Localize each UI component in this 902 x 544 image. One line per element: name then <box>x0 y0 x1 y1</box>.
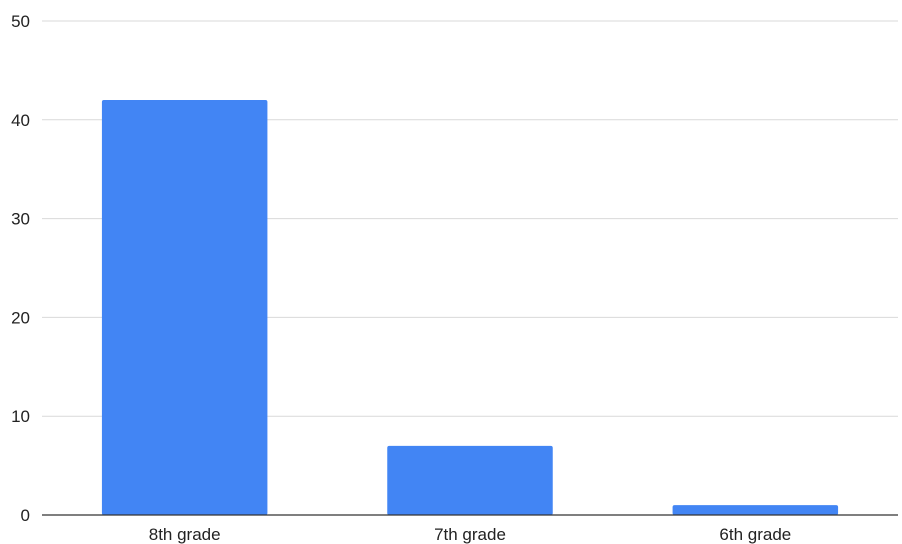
y-tick-label: 50 <box>11 12 30 31</box>
y-axis-ticks: 0 10 20 30 40 50 <box>11 12 30 525</box>
bar-7th-grade <box>387 445 553 515</box>
bar-8th-grade <box>101 100 268 515</box>
x-tick-label: 6th grade <box>719 525 791 544</box>
x-tick-label: 8th grade <box>149 525 221 544</box>
y-tick-label: 40 <box>11 111 30 130</box>
y-tick-label: 30 <box>11 210 30 229</box>
x-axis-ticks: 8th grade 7th grade 6th grade <box>149 525 792 544</box>
bars <box>101 100 839 515</box>
y-tick-label: 0 <box>21 506 30 525</box>
y-tick-label: 10 <box>11 407 30 426</box>
x-tick-label: 7th grade <box>434 525 506 544</box>
bar-6th-grade <box>672 505 839 515</box>
y-tick-label: 20 <box>11 308 30 327</box>
